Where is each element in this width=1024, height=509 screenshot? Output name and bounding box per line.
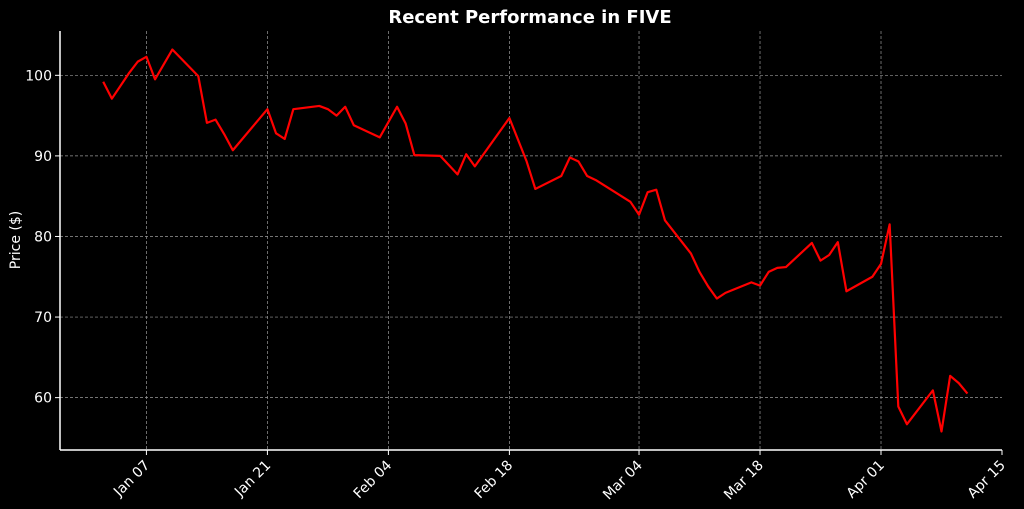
axes — [59, 31, 1002, 451]
y-tick-label: 60 — [34, 391, 52, 407]
y-axis-label: Price ($) — [8, 211, 24, 269]
series-line — [102, 48, 969, 433]
y-tick-label: 90 — [34, 149, 52, 165]
grid-lines — [60, 31, 1002, 450]
chart-title: Recent Performance in FIVE — [388, 7, 671, 28]
y-tick-label: 100 — [25, 68, 52, 84]
series-group — [102, 48, 969, 433]
y-axis-ticks: 60 70 80 90 100 — [25, 68, 60, 407]
y-tick-label: 80 — [34, 229, 52, 245]
y-tick-label: 70 — [34, 310, 52, 326]
